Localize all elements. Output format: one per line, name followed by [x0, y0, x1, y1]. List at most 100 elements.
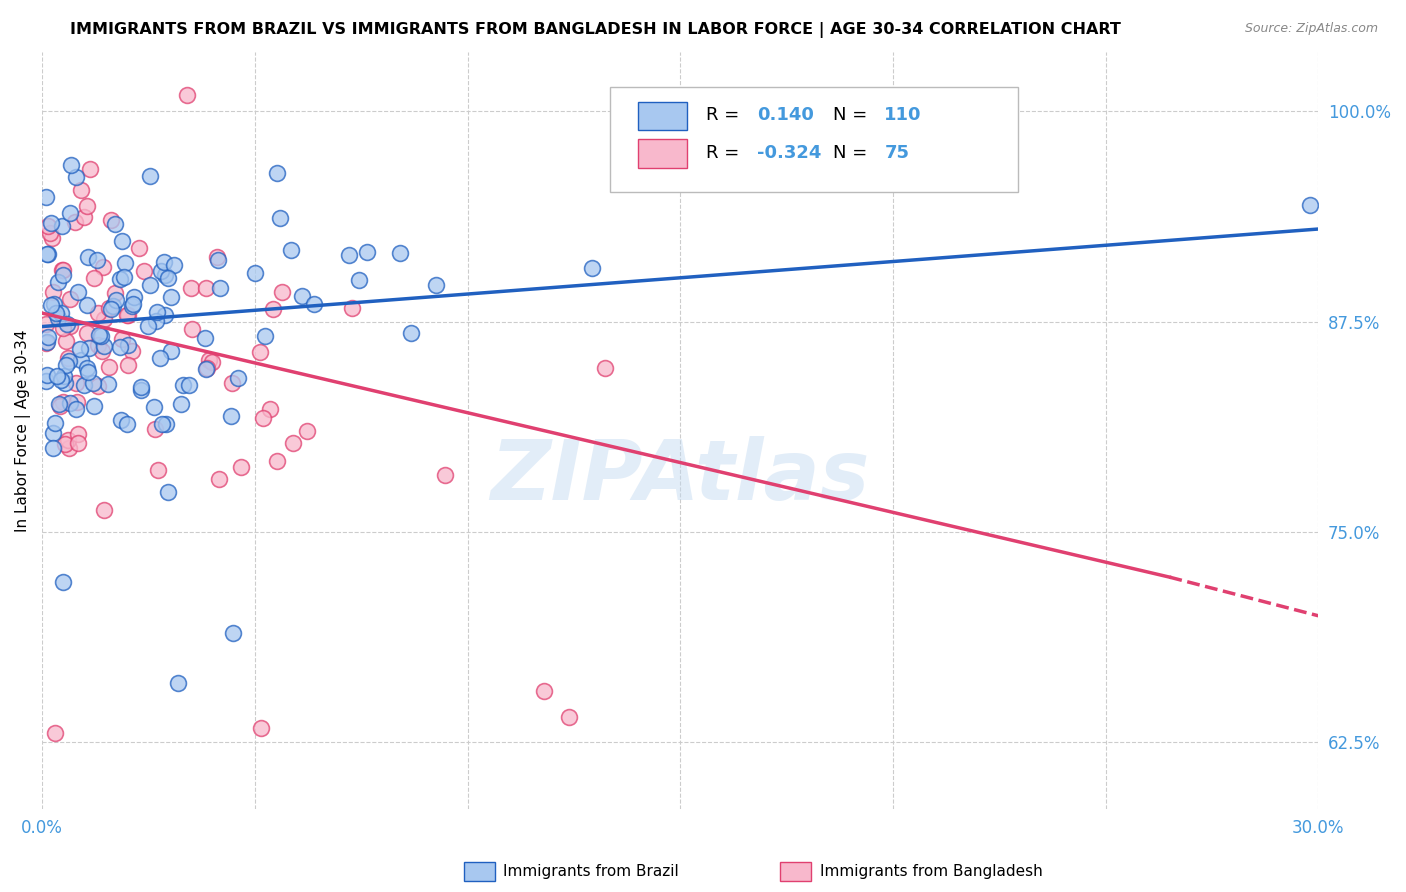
Point	[180, 281, 202, 295]
Point	[59, 292, 82, 306]
Point	[41, 216, 63, 230]
Point	[93, 503, 115, 517]
Point	[59, 319, 82, 334]
Point	[149, 351, 172, 365]
Point	[87, 328, 110, 343]
Text: N =: N =	[834, 145, 873, 162]
Point	[139, 277, 162, 292]
Point	[254, 328, 277, 343]
Point	[136, 319, 159, 334]
Point	[67, 436, 90, 450]
Point	[35, 374, 58, 388]
Point	[65, 376, 87, 391]
Point	[356, 244, 378, 259]
Point	[155, 417, 177, 431]
Point	[79, 161, 101, 176]
Point	[112, 270, 135, 285]
FancyBboxPatch shape	[638, 139, 686, 169]
Point	[117, 308, 139, 322]
Point	[53, 376, 76, 390]
Point	[104, 293, 127, 307]
Point	[139, 169, 162, 183]
Point	[269, 211, 291, 226]
Point	[58, 206, 80, 220]
Point	[533, 684, 555, 698]
Point	[52, 263, 75, 277]
Point	[53, 436, 76, 450]
Point	[145, 314, 167, 328]
Point	[37, 246, 59, 260]
Text: IMMIGRANTS FROM BRAZIL VS IMMIGRANTS FROM BANGLADESH IN LABOR FORCE | AGE 30-34 : IMMIGRANTS FROM BRAZIL VS IMMIGRANTS FRO…	[70, 22, 1121, 38]
Point	[172, 377, 194, 392]
Point	[37, 368, 59, 383]
Point	[231, 460, 253, 475]
Point	[51, 219, 73, 234]
Point	[207, 252, 229, 267]
Point	[219, 409, 242, 423]
Text: 110: 110	[884, 106, 922, 124]
Point	[44, 416, 66, 430]
Point	[76, 326, 98, 341]
Point	[67, 285, 90, 299]
Point	[45, 369, 67, 384]
Point	[76, 298, 98, 312]
Point	[433, 467, 456, 482]
Text: 75: 75	[884, 145, 910, 162]
Point	[121, 344, 143, 359]
Point	[39, 298, 62, 312]
Text: N =: N =	[834, 106, 873, 124]
Point	[91, 343, 114, 358]
Point	[117, 338, 139, 352]
Point	[340, 301, 363, 315]
Point	[49, 305, 72, 319]
Text: 0.140: 0.140	[756, 106, 814, 124]
Point	[86, 252, 108, 267]
Point	[163, 258, 186, 272]
Point	[93, 312, 115, 326]
Point	[150, 417, 173, 431]
Point	[399, 326, 422, 341]
Point	[97, 377, 120, 392]
Point	[93, 339, 115, 353]
Point	[77, 341, 100, 355]
Point	[259, 401, 281, 416]
Point	[122, 297, 145, 311]
Point	[177, 378, 200, 392]
Point	[58, 441, 80, 455]
Point	[252, 410, 274, 425]
Point	[194, 331, 217, 345]
Point	[52, 575, 75, 590]
Point	[281, 436, 304, 450]
Point	[194, 280, 217, 294]
Point	[37, 219, 59, 234]
Text: R =: R =	[706, 106, 745, 124]
Point	[58, 354, 80, 368]
Point	[46, 275, 69, 289]
Point	[228, 371, 250, 385]
Point	[132, 264, 155, 278]
Point	[194, 362, 217, 376]
Point	[222, 625, 245, 640]
Text: R =: R =	[706, 145, 745, 162]
Point	[110, 413, 132, 427]
Text: ZIPAtlas: ZIPAtlas	[491, 435, 870, 516]
Point	[53, 369, 76, 384]
Point	[152, 255, 174, 269]
Point	[243, 266, 266, 280]
Point	[55, 358, 77, 372]
Point	[35, 317, 58, 331]
Point	[48, 397, 70, 411]
Point	[56, 317, 79, 331]
Point	[181, 322, 204, 336]
Point	[83, 399, 105, 413]
Point	[41, 230, 63, 244]
Point	[51, 373, 73, 387]
Point	[208, 472, 231, 486]
Point	[108, 340, 131, 354]
Point	[266, 454, 288, 468]
Point	[250, 722, 273, 736]
Point	[58, 351, 80, 365]
Point	[117, 359, 139, 373]
Point	[35, 336, 58, 351]
Point	[581, 261, 603, 276]
